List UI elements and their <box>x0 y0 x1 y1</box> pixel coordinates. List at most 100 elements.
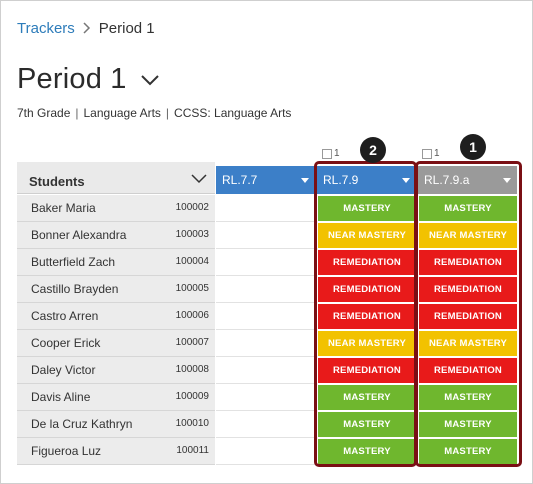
student-name: Castillo Brayden <box>31 282 119 296</box>
column-header-rl-7-7[interactable]: RL.7.7 <box>216 166 316 194</box>
score-cell-empty[interactable] <box>216 411 317 438</box>
student-name: Daley Victor <box>31 363 96 377</box>
score-cell-empty[interactable] <box>216 249 317 276</box>
student-name: Castro Arren <box>31 309 99 323</box>
student-name: Butterfield Zach <box>31 255 116 269</box>
caret-down-icon[interactable] <box>301 178 309 183</box>
student-id: 100011 <box>176 445 209 456</box>
score-cell[interactable]: MASTERY <box>419 196 517 221</box>
score-cell[interactable]: MASTERY <box>318 385 416 410</box>
score-cell[interactable]: REMEDIATION <box>419 358 517 383</box>
student-id: 100007 <box>175 337 209 348</box>
score-cell[interactable]: MASTERY <box>318 439 416 464</box>
score-cell[interactable]: REMEDIATION <box>318 250 416 275</box>
score-cell[interactable]: REMEDIATION <box>318 304 416 329</box>
score-cell[interactable]: REMEDIATION <box>419 277 517 302</box>
chevron-down-icon[interactable] <box>139 69 161 91</box>
student-name: Figueroa Luz <box>31 444 102 458</box>
student-cell[interactable]: Baker Maria 100002 <box>17 195 215 222</box>
table-row: De la Cruz Kathryn 100010 MASTERY MASTERY <box>17 411 532 438</box>
callout-badge-1: 1 <box>460 134 486 160</box>
table-row: Davis Aline 100009 MASTERY MASTERY <box>17 384 532 411</box>
student-name: Bonner Alexandra <box>31 228 127 242</box>
student-cell[interactable]: De la Cruz Kathryn 100010 <box>17 411 215 438</box>
score-cell[interactable]: REMEDIATION <box>419 304 517 329</box>
student-id: 100008 <box>175 364 209 375</box>
table-row: Cooper Erick 100007 NEAR MASTERY NEAR MASTE… <box>17 330 532 357</box>
score-cell-empty[interactable] <box>216 276 317 303</box>
caret-down-icon[interactable] <box>503 178 511 183</box>
score-cell[interactable]: MASTERY <box>419 385 517 410</box>
table-row: Bonner Alexandra 100003 NEAR MASTERY NEAR M… <box>17 222 532 249</box>
score-cell[interactable]: NEAR MASTERY <box>318 331 416 356</box>
student-id: 100004 <box>175 256 209 267</box>
student-id: 100003 <box>175 229 209 240</box>
student-cell[interactable]: Butterfield Zach 100004 <box>17 249 215 276</box>
column-label: RL.7.9.a <box>424 173 470 187</box>
page-title: Period 1 <box>17 63 127 95</box>
table-row: Castillo Brayden 100005 REMEDIATION REMEDIA… <box>17 276 532 303</box>
score-cell-empty[interactable] <box>216 357 317 384</box>
student-cell[interactable]: Figueroa Luz 100011 <box>17 438 215 465</box>
score-cell[interactable]: MASTERY <box>419 439 517 464</box>
tracker-meta: 7th Grade | Language Arts | CCSS: Langua… <box>17 106 291 120</box>
chevron-down-icon[interactable] <box>191 171 207 189</box>
student-id: 100009 <box>175 391 209 402</box>
table-row: Baker Maria 100002 MASTERY MASTERY <box>17 195 532 222</box>
score-cell[interactable]: NEAR MASTERY <box>318 223 416 248</box>
counter-value: 1 <box>434 148 440 159</box>
breadcrumb-current: Period 1 <box>98 20 155 37</box>
score-cell[interactable]: REMEDIATION <box>318 277 416 302</box>
student-cell[interactable]: Davis Aline 100009 <box>17 384 215 411</box>
column-header-rl-7-9[interactable]: RL.7.9 <box>317 166 417 194</box>
students-column-header[interactable]: Students <box>17 162 215 194</box>
breadcrumb: Trackers Period 1 <box>17 20 155 37</box>
score-cell[interactable]: MASTERY <box>318 412 416 437</box>
table-row: Figueroa Luz 100011 MASTERY MASTERY <box>17 438 532 465</box>
score-cell[interactable]: REMEDIATION <box>318 358 416 383</box>
meta-subject: Language Arts <box>83 106 161 120</box>
student-cell[interactable]: Bonner Alexandra 100003 <box>17 222 215 249</box>
checkbox-icon[interactable] <box>422 148 432 159</box>
column-label: RL.7.9 <box>323 173 359 187</box>
title-row: Period 1 <box>17 63 161 96</box>
score-cell-empty[interactable] <box>216 438 317 465</box>
meta-divider: | <box>75 106 79 120</box>
score-cell[interactable]: MASTERY <box>419 412 517 437</box>
student-cell[interactable]: Cooper Erick 100007 <box>17 330 215 357</box>
students-header-label: Students <box>29 174 85 189</box>
meta-divider: | <box>165 106 170 120</box>
score-cell[interactable]: MASTERY <box>318 196 416 221</box>
student-name: De la Cruz Kathryn <box>31 417 133 431</box>
score-cell[interactable]: NEAR MASTERY <box>419 223 517 248</box>
table-row: Castro Arren 100006 REMEDIATION REMEDIATION <box>17 303 532 330</box>
score-cell[interactable]: NEAR MASTERY <box>419 331 517 356</box>
student-id: 100006 <box>175 310 209 321</box>
score-cell-empty[interactable] <box>216 303 317 330</box>
column-counter: 1 <box>322 148 340 159</box>
caret-down-icon[interactable] <box>402 178 410 183</box>
checkbox-icon[interactable] <box>322 148 332 159</box>
student-cell[interactable]: Castro Arren 100006 <box>17 303 215 330</box>
breadcrumb-trackers-link[interactable]: Trackers <box>17 20 75 37</box>
student-name: Cooper Erick <box>31 336 101 350</box>
student-id: 100002 <box>175 202 209 213</box>
grid-header: Students RL.7.7 RL.7.9 RL.7.9.a <box>17 162 532 194</box>
score-cell-empty[interactable] <box>216 195 317 222</box>
column-header-rl-7-9-a[interactable]: RL.7.9.a <box>418 166 518 194</box>
counter-value: 1 <box>334 148 340 159</box>
breadcrumb-chevron-icon <box>81 21 93 37</box>
callout-badge-2: 2 <box>360 137 386 163</box>
column-counter: 1 <box>422 148 440 159</box>
score-cell-empty[interactable] <box>216 222 317 249</box>
student-id: 100010 <box>175 418 209 429</box>
score-cell[interactable]: REMEDIATION <box>419 250 517 275</box>
score-cell-empty[interactable] <box>216 330 317 357</box>
student-cell[interactable]: Daley Victor 100008 <box>17 357 215 384</box>
column-label: RL.7.7 <box>222 173 258 187</box>
student-name: Baker Maria <box>31 201 96 215</box>
student-cell[interactable]: Castillo Brayden 100005 <box>17 276 215 303</box>
score-cell-empty[interactable] <box>216 384 317 411</box>
table-row: Daley Victor 100008 REMEDIATION REMEDIATION <box>17 357 532 384</box>
